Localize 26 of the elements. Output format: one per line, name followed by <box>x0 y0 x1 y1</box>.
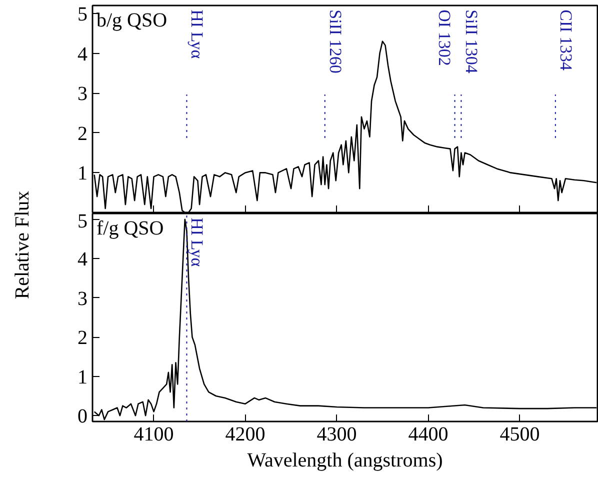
y-tick-label: 2 <box>78 122 88 145</box>
y-tick-label: 5 <box>78 210 88 232</box>
y-tick-label: 3 <box>78 288 88 310</box>
x-axis-title: Wavelength (angstroms) <box>247 450 443 472</box>
y-tick-label: 3 <box>78 83 88 106</box>
y-tick-label: 5 <box>78 3 88 26</box>
y-tick-label: 1 <box>78 162 88 185</box>
ref-line-label: HI Lyα <box>188 218 207 267</box>
x-tick-label: 4400 <box>408 424 448 446</box>
y-tick-label: 0 <box>78 406 88 428</box>
y-tick-label: 4 <box>78 248 88 271</box>
x-tick-label: 4200 <box>225 424 266 446</box>
ref-line-label: SiII 1304 <box>462 10 482 74</box>
y-tick-label: 1 <box>78 366 88 388</box>
chart-title: b/g QSO <box>96 10 168 32</box>
x-tick-label: 4100 <box>134 424 174 446</box>
x-tick-label: 4300 <box>316 424 357 446</box>
ref-line-label: CII 1334 <box>556 10 576 72</box>
y-axis-title: Relative Flux <box>12 190 34 300</box>
y-tick-label: 2 <box>78 327 88 350</box>
ref-line-label: HI Lyα <box>188 10 207 59</box>
ref-line-label: OI 1302 <box>434 10 454 66</box>
x-tick-label: 4500 <box>500 424 540 446</box>
y-tick-label: 4 <box>78 43 88 66</box>
chart-title: f/g QSO <box>96 218 164 240</box>
ref-line-label: SiII 1260 <box>326 10 345 74</box>
